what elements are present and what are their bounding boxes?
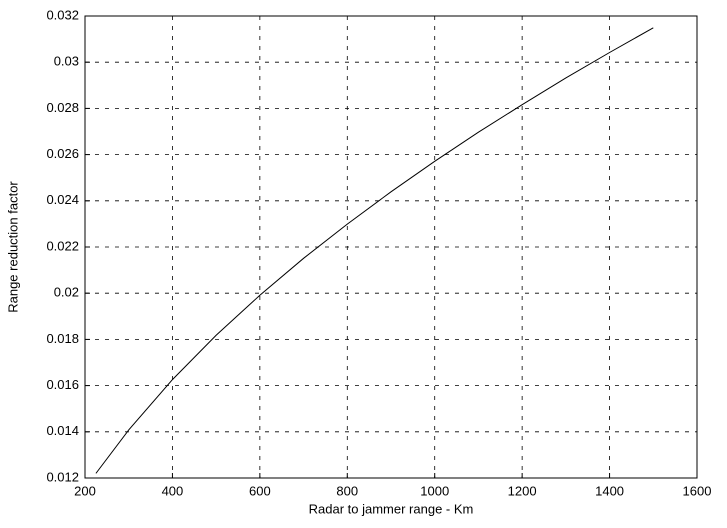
y-tick-label: 0.024 (46, 192, 79, 207)
x-tick-label: 1400 (595, 483, 624, 498)
x-tick-label: 1200 (508, 483, 537, 498)
chart: Radar to jammer range - Km Range reducti… (0, 0, 727, 528)
y-tick-label: 0.028 (46, 100, 79, 115)
x-tick-label: 1000 (420, 483, 449, 498)
y-tick-label: 0.012 (46, 469, 79, 484)
data-line (96, 28, 653, 474)
y-tick-label: 0.022 (46, 238, 79, 253)
x-tick-label: 200 (74, 483, 96, 498)
y-tick-label: 0.03 (54, 54, 79, 69)
y-tick-label: 0.02 (54, 285, 79, 300)
y-tick-label: 0.018 (46, 331, 79, 346)
x-tick-label: 400 (162, 483, 184, 498)
y-tick-label: 0.026 (46, 146, 79, 161)
y-axis-label: Range reduction factor (5, 181, 20, 313)
x-axis-label: Radar to jammer range - Km (309, 501, 474, 516)
x-tick-label: 1600 (683, 483, 712, 498)
y-tick-label: 0.032 (46, 7, 79, 22)
x-tick-label: 600 (249, 483, 271, 498)
y-tick-label: 0.014 (46, 423, 79, 438)
y-tick-label: 0.016 (46, 377, 79, 392)
x-tick-label: 800 (336, 483, 358, 498)
